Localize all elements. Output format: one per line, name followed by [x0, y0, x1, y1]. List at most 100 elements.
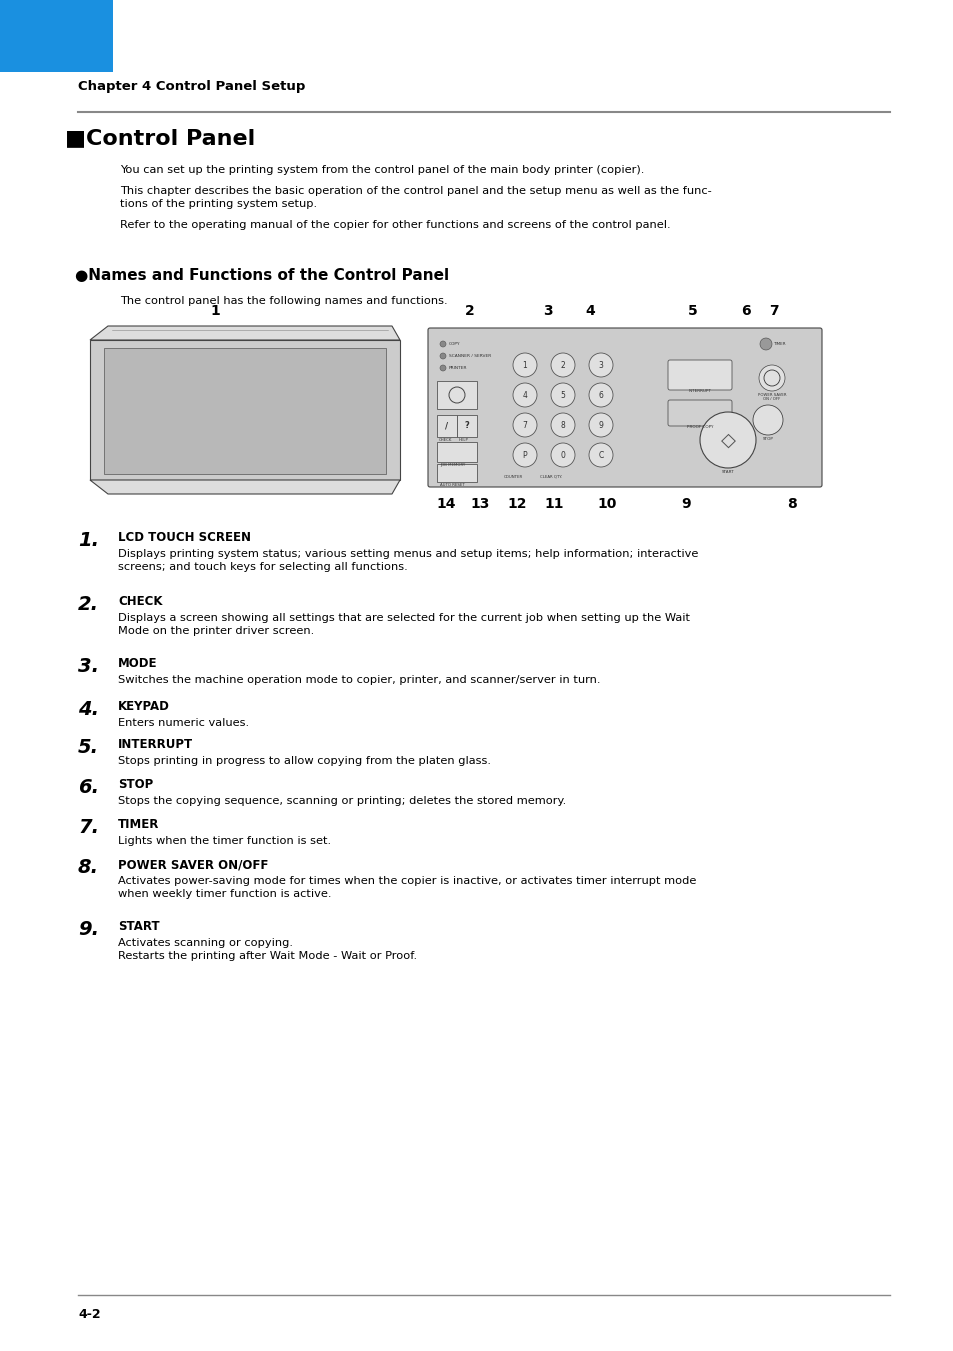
Text: CHECK: CHECK — [118, 594, 162, 608]
Text: 3: 3 — [598, 361, 603, 370]
Text: COUNTER: COUNTER — [503, 476, 522, 480]
Polygon shape — [90, 326, 399, 340]
Text: 9.: 9. — [78, 920, 99, 939]
Text: /: / — [445, 422, 448, 431]
Text: COPY: COPY — [449, 342, 460, 346]
Text: 7: 7 — [768, 304, 778, 317]
Text: 8: 8 — [560, 420, 565, 430]
Circle shape — [700, 412, 755, 467]
Text: 0: 0 — [560, 450, 565, 459]
Circle shape — [439, 365, 446, 372]
FancyBboxPatch shape — [436, 442, 476, 462]
Text: 12: 12 — [507, 497, 526, 511]
Text: CHECK: CHECK — [438, 438, 452, 442]
Bar — [104, 349, 386, 474]
Circle shape — [513, 443, 537, 467]
Text: MODE: MODE — [118, 657, 157, 670]
Text: 5.: 5. — [78, 738, 99, 757]
Text: 6.: 6. — [78, 778, 99, 797]
Text: ■Control Panel: ■Control Panel — [65, 128, 255, 149]
Text: TIMER: TIMER — [118, 817, 159, 831]
Bar — [90, 340, 399, 480]
Text: 4-2: 4-2 — [78, 1308, 100, 1321]
Text: ON / OFF: ON / OFF — [762, 397, 780, 401]
Circle shape — [588, 413, 613, 436]
Circle shape — [588, 353, 613, 377]
Text: 1: 1 — [522, 361, 527, 370]
Text: 13: 13 — [470, 497, 489, 511]
Text: 6: 6 — [740, 304, 750, 317]
Text: 7.: 7. — [78, 817, 99, 838]
Text: PRINTER: PRINTER — [449, 366, 467, 370]
FancyBboxPatch shape — [436, 415, 456, 436]
Text: HELP: HELP — [458, 438, 468, 442]
Text: INTERRUPT: INTERRUPT — [118, 738, 193, 751]
Text: LCD TOUCH SCREEN: LCD TOUCH SCREEN — [118, 531, 251, 544]
Text: Activates power-saving mode for times when the copier is inactive, or activates : Activates power-saving mode for times wh… — [118, 875, 696, 898]
Text: CLEAR QTY.: CLEAR QTY. — [539, 476, 561, 480]
Text: Displays printing system status; various setting menus and setup items; help inf: Displays printing system status; various… — [118, 549, 698, 571]
Circle shape — [759, 365, 784, 390]
Text: 8.: 8. — [78, 858, 99, 877]
Text: STOP: STOP — [118, 778, 153, 790]
Circle shape — [513, 413, 537, 436]
Text: 1: 1 — [210, 304, 219, 317]
Text: 6: 6 — [598, 390, 603, 400]
Text: 3: 3 — [542, 304, 552, 317]
Text: C: C — [598, 450, 603, 459]
Text: 3.: 3. — [78, 657, 99, 676]
Circle shape — [760, 338, 771, 350]
Text: 8: 8 — [786, 497, 796, 511]
Text: 7: 7 — [522, 420, 527, 430]
Text: 2.: 2. — [78, 594, 99, 613]
Text: 11: 11 — [543, 497, 563, 511]
Text: Displays a screen showing all settings that are selected for the current job whe: Displays a screen showing all settings t… — [118, 613, 689, 636]
Circle shape — [588, 443, 613, 467]
Circle shape — [513, 382, 537, 407]
FancyBboxPatch shape — [667, 400, 731, 426]
Text: START: START — [118, 920, 159, 934]
Text: P: P — [522, 450, 527, 459]
Text: 4: 4 — [584, 304, 595, 317]
Text: START: START — [720, 470, 734, 474]
Text: 5: 5 — [560, 390, 565, 400]
FancyBboxPatch shape — [436, 381, 476, 409]
FancyBboxPatch shape — [667, 359, 731, 390]
Text: 14: 14 — [436, 497, 456, 511]
Text: SCANNER / SERVER: SCANNER / SERVER — [449, 354, 491, 358]
Circle shape — [551, 443, 575, 467]
Text: 9: 9 — [680, 497, 690, 511]
Text: 9: 9 — [598, 420, 603, 430]
FancyBboxPatch shape — [428, 328, 821, 486]
FancyBboxPatch shape — [436, 463, 476, 482]
Text: ◇: ◇ — [720, 431, 735, 450]
Text: The control panel has the following names and functions.: The control panel has the following name… — [120, 296, 447, 305]
Text: 2: 2 — [465, 304, 475, 317]
Text: Stops the copying sequence, scanning or printing; deletes the stored memory.: Stops the copying sequence, scanning or … — [118, 796, 566, 807]
Text: Refer to the operating manual of the copier for other functions and screens of t: Refer to the operating manual of the cop… — [120, 220, 670, 230]
Text: JOB MEMORY: JOB MEMORY — [439, 463, 465, 467]
Text: TIMER: TIMER — [772, 342, 785, 346]
Text: 2: 2 — [560, 361, 565, 370]
Text: This chapter describes the basic operation of the control panel and the setup me: This chapter describes the basic operati… — [120, 186, 711, 209]
Text: PROOF COPY: PROOF COPY — [686, 426, 713, 430]
Text: POWER SAVER ON/OFF: POWER SAVER ON/OFF — [118, 858, 268, 871]
Text: You can set up the printing system from the control panel of the main body print: You can set up the printing system from … — [120, 165, 643, 176]
Text: POWER SAVER: POWER SAVER — [757, 393, 785, 397]
Circle shape — [513, 353, 537, 377]
Circle shape — [439, 340, 446, 347]
Circle shape — [588, 382, 613, 407]
Text: Chapter 4 Control Panel Setup: Chapter 4 Control Panel Setup — [78, 80, 305, 93]
Text: ●Names and Functions of the Control Panel: ●Names and Functions of the Control Pane… — [75, 267, 449, 282]
Text: Enters numeric values.: Enters numeric values. — [118, 717, 249, 728]
Bar — [0, 0, 112, 72]
FancyBboxPatch shape — [456, 415, 476, 436]
Text: Lights when the timer function is set.: Lights when the timer function is set. — [118, 836, 331, 846]
Text: Switches the machine operation mode to copier, printer, and scanner/server in tu: Switches the machine operation mode to c… — [118, 676, 599, 685]
Text: 4: 4 — [522, 390, 527, 400]
Text: AUTO RESET: AUTO RESET — [439, 484, 464, 486]
Text: 4.: 4. — [78, 700, 99, 719]
Circle shape — [551, 413, 575, 436]
Text: KEYPAD: KEYPAD — [118, 700, 170, 713]
Text: 5: 5 — [687, 304, 698, 317]
